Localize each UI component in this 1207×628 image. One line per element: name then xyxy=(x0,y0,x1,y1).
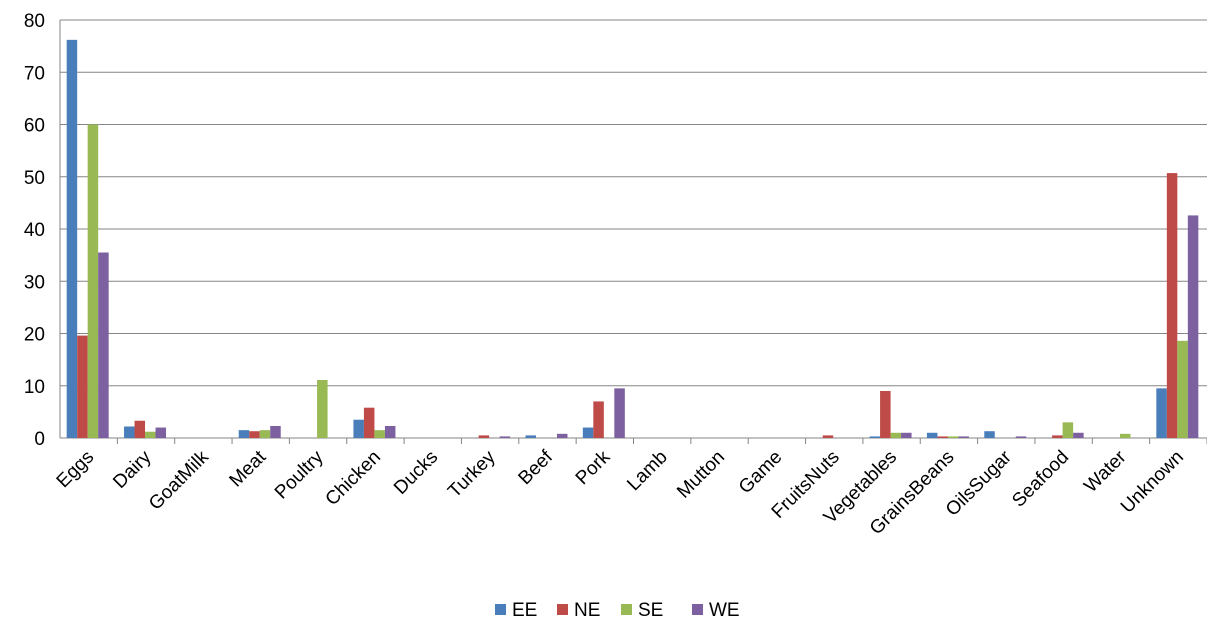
y-tick-label: 60 xyxy=(24,116,45,137)
x-tick-label: Ducks xyxy=(390,447,442,499)
bar-ne-unknown xyxy=(1166,173,1178,438)
x-tick-label: Game xyxy=(735,447,786,498)
bar-ne-vegetables xyxy=(880,390,891,438)
bar-we-chicken xyxy=(384,425,396,438)
bar-ee-unknown xyxy=(1156,388,1167,438)
x-tick-label: GoatMilk xyxy=(145,446,213,514)
legend-swatch-we xyxy=(692,604,703,615)
x-tick-label: Unknown xyxy=(1117,447,1188,518)
bar-ee-meat xyxy=(238,430,250,438)
y-tick-labels: 0 10 20 30 40 50 60 70 80 xyxy=(24,11,45,450)
bar-se-unknown xyxy=(1177,340,1188,438)
bar-ne-chicken xyxy=(363,407,375,438)
bar-ne-dairy xyxy=(134,420,146,438)
bar-se-eggs xyxy=(87,124,99,438)
axes xyxy=(59,20,1207,444)
legend-label-se: SE xyxy=(638,600,663,621)
bar-we-vegetables xyxy=(901,432,912,438)
bar-we-beef xyxy=(556,433,568,438)
legend-label-we: WE xyxy=(709,600,740,621)
x-tick-label: Chicken xyxy=(322,447,385,510)
bar-ne-grainsbeans xyxy=(937,436,948,438)
y-tick-label: 0 xyxy=(34,429,45,450)
y-tick-label: 40 xyxy=(24,220,45,241)
x-tick-label: Lamb xyxy=(623,447,671,495)
bar-we-unknown xyxy=(1187,215,1199,438)
y-tick-label: 20 xyxy=(24,325,45,346)
bar-we-grainsbeans xyxy=(958,436,969,438)
bar-ne-eggs xyxy=(77,335,88,438)
legend-swatch-se xyxy=(621,604,632,615)
y-tick-label: 10 xyxy=(24,377,45,398)
bar-se-water xyxy=(1119,433,1131,438)
bar-ee-pork xyxy=(582,427,594,438)
bar-we-eggs xyxy=(98,252,109,438)
bar-ee-vegetables xyxy=(869,436,881,438)
bar-ee-grainsbeans xyxy=(926,432,938,438)
x-tick-label: Dairy xyxy=(109,446,156,493)
bar-ee-oilssugar xyxy=(984,431,995,438)
x-tick-label: Mutton xyxy=(673,447,729,503)
bar-we-dairy xyxy=(155,427,167,438)
bar-we-meat xyxy=(270,425,281,438)
bar-ne-meat xyxy=(249,431,260,438)
legend: EE NE SE WE xyxy=(495,600,740,621)
x-tick-label: Seafood xyxy=(1008,447,1073,512)
legend-swatch-ee xyxy=(495,604,506,615)
y-tick-label: 30 xyxy=(24,272,45,293)
y-tick-label: 80 xyxy=(24,11,45,32)
bar-ne-turkey xyxy=(478,435,490,438)
bar-ee-dairy xyxy=(124,426,135,438)
bar-we-turkey xyxy=(499,436,511,438)
bar-ee-chicken xyxy=(353,419,364,438)
legend-label-ne: NE xyxy=(574,600,600,621)
x-tick-label: Eggs xyxy=(53,447,98,492)
bar-we-seafood xyxy=(1073,432,1084,438)
y-tick-label: 70 xyxy=(24,63,45,84)
bar-we-pork xyxy=(614,388,625,438)
legend-swatch-ne xyxy=(557,604,568,615)
x-tick-label: Meat xyxy=(226,446,271,491)
legend-label-ee: EE xyxy=(512,600,537,621)
bar-se-seafood xyxy=(1062,422,1074,438)
bars xyxy=(66,39,1199,438)
bar-ne-seafood xyxy=(1052,435,1063,438)
bar-ne-fruitsnuts xyxy=(822,435,834,438)
y-tick-label: 50 xyxy=(24,168,45,189)
bar-se-chicken xyxy=(374,430,385,438)
bar-ee-eggs xyxy=(66,39,78,438)
bar-se-poultry xyxy=(317,380,328,438)
bar-we-oilssugar xyxy=(1015,436,1027,438)
bar-ne-pork xyxy=(593,401,604,438)
x-tick-label: Turkey xyxy=(444,446,500,502)
bar-se-grainsbeans xyxy=(947,436,959,438)
bar-se-vegetables xyxy=(890,432,902,438)
bar-ee-beef xyxy=(525,435,536,438)
x-tick-label: Pork xyxy=(572,446,615,489)
bar-se-dairy xyxy=(145,431,156,438)
x-tick-label: Water xyxy=(1080,446,1131,497)
gridlines xyxy=(60,19,1207,387)
x-tick-label: Beef xyxy=(515,446,558,489)
bar-se-meat xyxy=(259,430,271,438)
x-tick-label: Poultry xyxy=(271,446,328,503)
